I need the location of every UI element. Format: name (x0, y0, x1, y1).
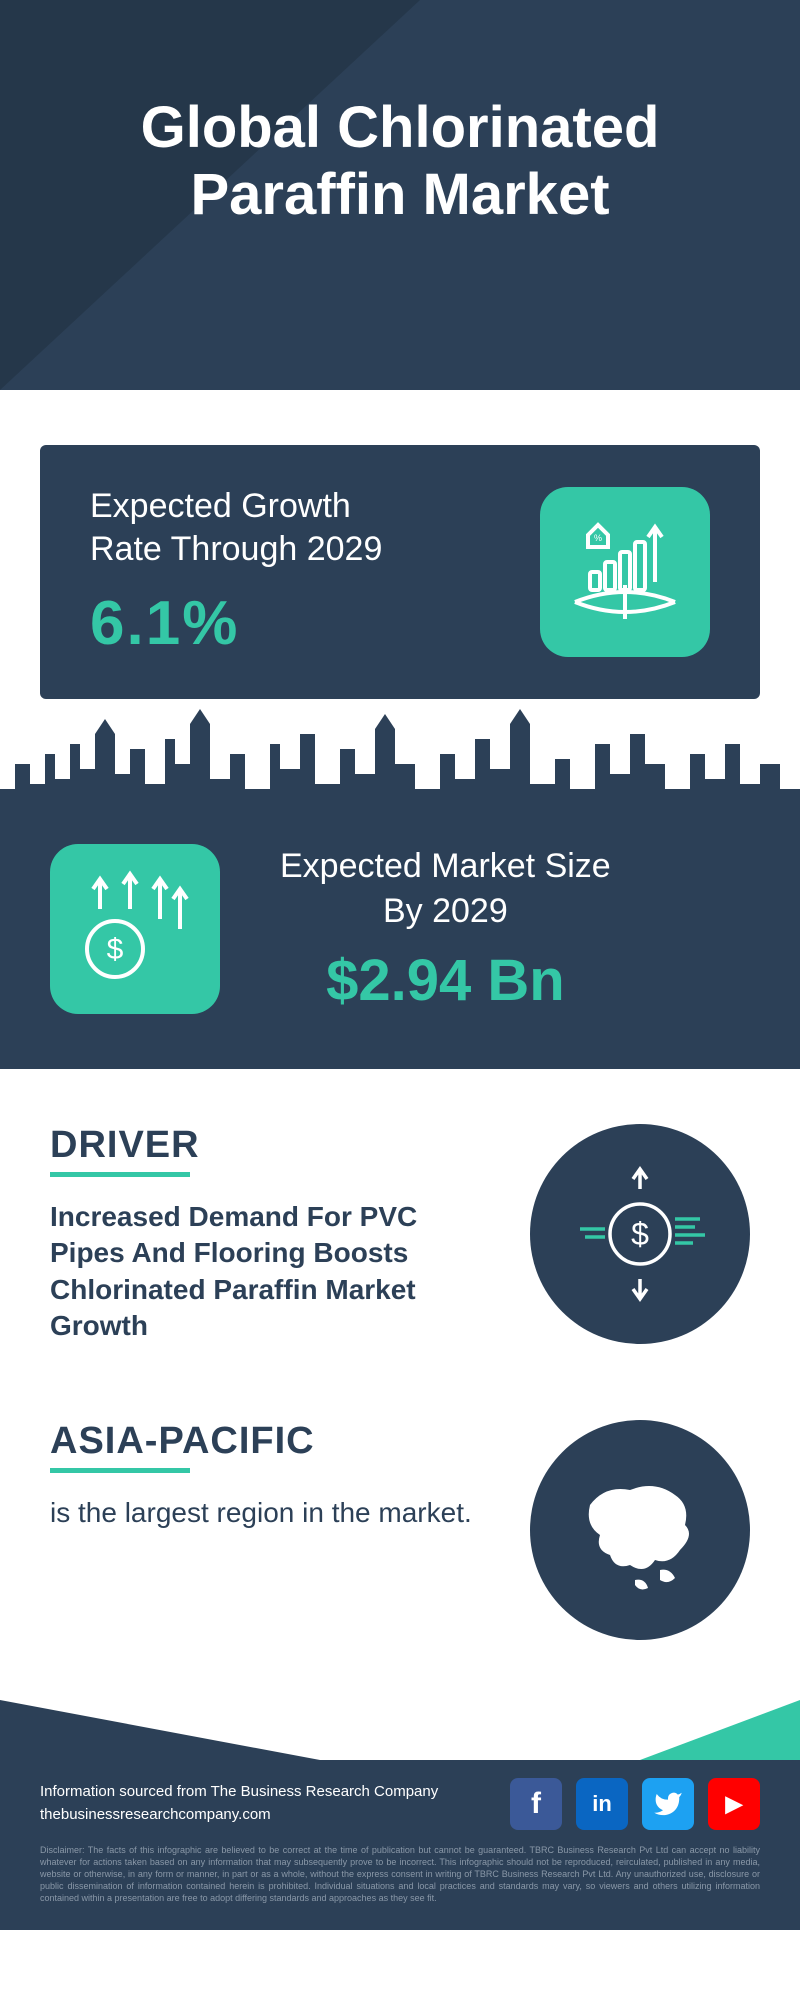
skyline-divider (0, 694, 800, 834)
svg-text:$: $ (107, 933, 124, 966)
main-title: Global Chlorinated Paraffin Market (0, 95, 800, 228)
region-section: ASIA-PACIFIC is the largest region in th… (0, 1365, 800, 1660)
twitter-button[interactable] (642, 1778, 694, 1830)
driver-heading: DRIVER (50, 1124, 200, 1177)
dollar-exchange-icon: $ (530, 1124, 750, 1344)
driver-body: Increased Demand For PVC Pipes And Floor… (50, 1199, 490, 1345)
footer-block: Information sourced from The Business Re… (0, 1700, 800, 1930)
header-block: Global Chlorinated Paraffin Market (0, 0, 800, 390)
arrows-up-dollar-icon: $ (50, 844, 220, 1014)
footer-top-row: Information sourced from The Business Re… (40, 1778, 760, 1830)
growth-chart-globe-icon: % (540, 487, 710, 657)
linkedin-button[interactable]: in (576, 1778, 628, 1830)
region-body: is the largest region in the market. (50, 1495, 490, 1531)
footer-band: Information sourced from The Business Re… (0, 1760, 800, 1930)
growth-rate-card: Expected Growth Rate Through 2029 6.1% % (40, 445, 760, 699)
asia-map-icon (530, 1420, 750, 1640)
market-size-card: $ Expected Market Size By 2029 $2.94 Bn (0, 834, 800, 1069)
svg-text:$: $ (631, 1216, 649, 1252)
growth-rate-label: Expected Growth Rate Through 2029 (90, 485, 382, 570)
driver-section: DRIVER Increased Demand For PVC Pipes An… (0, 1069, 800, 1365)
footer-source-text: Information sourced from The Business Re… (40, 1781, 438, 1826)
social-links: f in ▶ (510, 1778, 760, 1830)
growth-rate-text: Expected Growth Rate Through 2029 6.1% (90, 485, 382, 659)
market-size-value: $2.94 Bn (280, 947, 611, 1014)
title-line2: Paraffin Market (190, 162, 609, 227)
disclaimer-text: Disclaimer: The facts of this infographi… (40, 1844, 760, 1905)
market-size-text: Expected Market Size By 2029 $2.94 Bn (280, 844, 611, 1013)
svg-text:%: % (594, 533, 602, 543)
infographic-root: Global Chlorinated Paraffin Market Expec… (0, 0, 800, 1930)
title-line1: Global Chlorinated (141, 95, 660, 160)
driver-text: DRIVER Increased Demand For PVC Pipes An… (50, 1124, 490, 1345)
growth-rate-value: 6.1% (90, 588, 382, 659)
region-heading: ASIA-PACIFIC (50, 1420, 315, 1473)
youtube-button[interactable]: ▶ (708, 1778, 760, 1830)
facebook-button[interactable]: f (510, 1778, 562, 1830)
market-size-label: Expected Market Size By 2029 (280, 844, 611, 932)
region-text: ASIA-PACIFIC is the largest region in th… (50, 1420, 490, 1531)
